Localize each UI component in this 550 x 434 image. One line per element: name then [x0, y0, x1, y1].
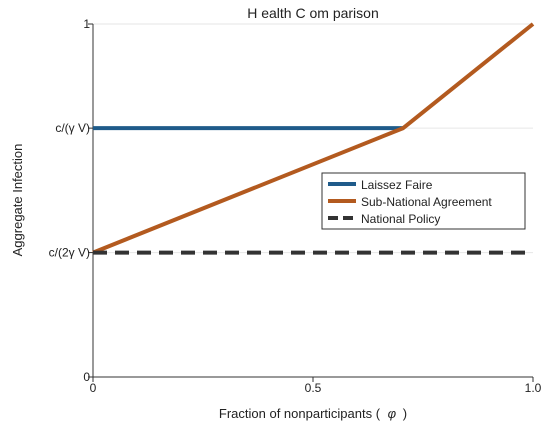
y-tick-label-0: 0	[83, 370, 90, 384]
x-tick-label-1: 0.5	[305, 381, 322, 395]
chart-title: H ealth C om parison	[247, 5, 379, 21]
x-axis-label-text: Fraction of nonparticipants (	[219, 406, 381, 421]
x-tick-label-2: 1.0	[525, 381, 542, 395]
x-tick-label-0: 0	[90, 381, 97, 395]
series-layer	[92, 22, 535, 255]
series-line-sub-national-agreement	[92, 22, 535, 255]
y-axis-label: Aggregate Infection	[10, 144, 25, 257]
legend-label-national-policy: National Policy	[361, 212, 440, 226]
legend: Laissez Faire Sub-National Agreement Nat…	[321, 172, 526, 230]
x-axis-label: Fraction of nonparticipants ( φ )	[219, 406, 407, 421]
y-tick-label-2: c/(γ V)	[55, 121, 90, 135]
legend-label-sub-national-agreement: Sub-National Agreement	[361, 195, 492, 209]
x-axis-label-symbol: φ	[388, 406, 397, 421]
y-tick-label-3: 1	[83, 17, 90, 31]
y-tick-label-1: c/(2γ V)	[49, 246, 90, 260]
axis-layer: 0 0.5 1.0 0 c/(2γ V) c/(γ V) 1	[49, 17, 542, 395]
x-axis-label-close: )	[403, 406, 407, 421]
legend-label-laissez-faire: Laissez Faire	[361, 178, 433, 192]
